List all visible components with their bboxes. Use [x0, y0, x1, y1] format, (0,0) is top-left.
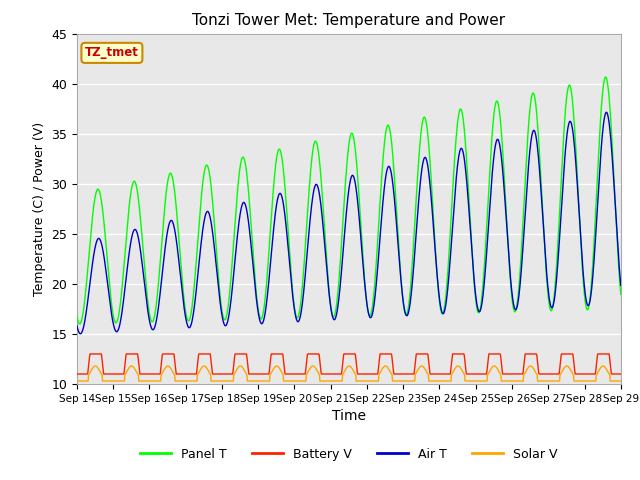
Air T: [195, 269, 202, 275]
Panel T: [76, 321, 84, 327]
Battery V: [617, 371, 625, 377]
Title: Tonzi Tower Met: Temperature and Power: Tonzi Tower Met: Temperature and Power: [192, 13, 506, 28]
Solar V: [617, 378, 625, 384]
Air T: [181, 311, 189, 316]
Battery V: [181, 371, 189, 377]
Panel T: [434, 277, 442, 283]
Air T: [617, 282, 625, 288]
Legend: Panel T, Battery V, Air T, Solar V: Panel T, Battery V, Air T, Solar V: [135, 443, 563, 466]
Panel T: [602, 74, 609, 80]
Text: TZ_tmet: TZ_tmet: [85, 47, 139, 60]
Battery V: [553, 371, 561, 377]
Solar V: [255, 378, 262, 384]
Line: Solar V: Solar V: [77, 366, 621, 381]
Air T: [434, 276, 442, 282]
Solar V: [194, 372, 202, 377]
Solar V: [552, 378, 560, 384]
Air T: [505, 250, 513, 255]
Battery V: [86, 351, 94, 357]
Air T: [73, 323, 81, 328]
Line: Battery V: Battery V: [77, 354, 621, 374]
Panel T: [553, 263, 561, 269]
Solar V: [433, 378, 441, 384]
Solar V: [73, 378, 81, 384]
Line: Air T: Air T: [77, 112, 621, 334]
Battery V: [434, 371, 442, 377]
Panel T: [617, 291, 625, 297]
Battery V: [505, 371, 513, 377]
Solar V: [180, 378, 188, 384]
Panel T: [73, 313, 81, 319]
Battery V: [195, 356, 202, 361]
Air T: [76, 331, 84, 336]
Panel T: [181, 304, 189, 310]
Line: Panel T: Panel T: [77, 77, 621, 324]
Air T: [553, 276, 561, 282]
Panel T: [505, 250, 513, 256]
X-axis label: Time: Time: [332, 409, 366, 423]
Solar V: [504, 378, 512, 384]
Air T: [255, 314, 263, 320]
Battery V: [73, 371, 81, 377]
Air T: [603, 109, 611, 115]
Panel T: [255, 311, 263, 317]
Battery V: [255, 371, 263, 377]
Solar V: [599, 363, 607, 369]
Panel T: [195, 233, 202, 239]
Y-axis label: Temperature (C) / Power (V): Temperature (C) / Power (V): [33, 122, 45, 296]
